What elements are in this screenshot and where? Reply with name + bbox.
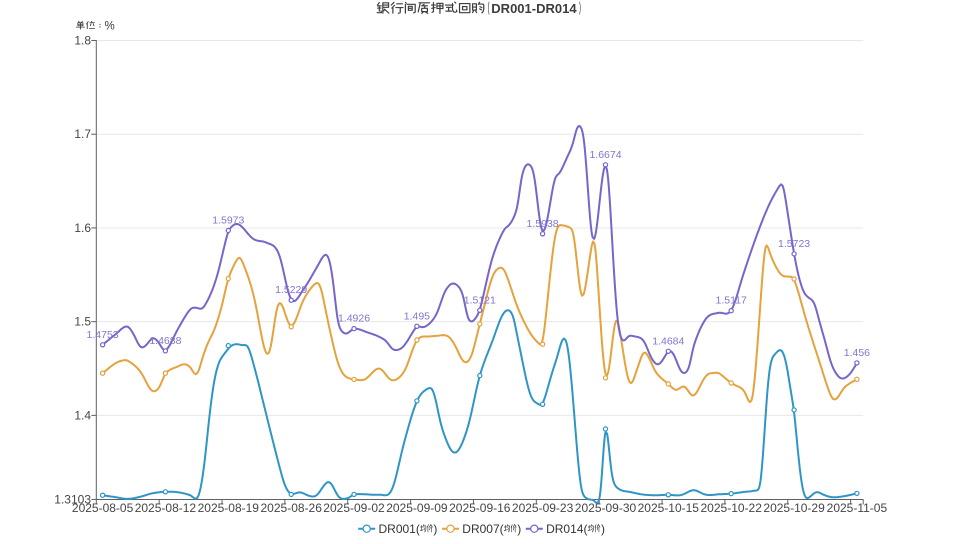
svg-text:2025-10-22: 2025-10-22	[701, 501, 763, 515]
svg-text:2025-08-05: 2025-08-05	[72, 501, 134, 515]
svg-text:1.5121: 1.5121	[464, 294, 496, 306]
svg-text:1.6674: 1.6674	[589, 149, 621, 161]
svg-text:2025-09-23: 2025-09-23	[512, 501, 574, 515]
svg-text:1.8: 1.8	[74, 34, 91, 48]
svg-text:1.5938: 1.5938	[527, 218, 559, 230]
svg-text:1.5229: 1.5229	[275, 284, 307, 296]
svg-text:1.3103: 1.3103	[54, 492, 91, 506]
svg-text:1.5: 1.5	[74, 315, 91, 329]
svg-text:2025-10-15: 2025-10-15	[638, 501, 700, 515]
svg-text:2025-08-12: 2025-08-12	[135, 501, 197, 515]
svg-text:DR001(: DR001(	[379, 522, 420, 536]
svg-text:1.4753: 1.4753	[87, 329, 119, 341]
svg-text:2025-09-30: 2025-09-30	[575, 501, 637, 515]
svg-text:1.4926: 1.4926	[338, 313, 370, 325]
svg-text:1.4: 1.4	[74, 408, 91, 422]
svg-text:2025-08-19: 2025-08-19	[198, 501, 260, 515]
svg-text:): )	[433, 522, 437, 536]
svg-text:1.456: 1.456	[844, 347, 870, 359]
svg-text:2025-09-16: 2025-09-16	[449, 501, 511, 515]
svg-text:1.7: 1.7	[74, 127, 91, 141]
svg-text:1.6: 1.6	[74, 221, 91, 235]
svg-text:1.5723: 1.5723	[778, 238, 810, 250]
svg-text:1.5117: 1.5117	[716, 295, 747, 307]
svg-text:2025-08-26: 2025-08-26	[261, 501, 323, 515]
svg-text:): )	[517, 522, 521, 536]
svg-text:DR001-DR014: DR001-DR014	[491, 1, 577, 16]
svg-text:): )	[601, 522, 605, 536]
svg-text:1.5973: 1.5973	[212, 215, 244, 227]
svg-text:2025-09-02: 2025-09-02	[323, 501, 385, 515]
svg-text:1.4684: 1.4684	[652, 335, 684, 347]
svg-text:DR007(: DR007(	[462, 522, 503, 536]
svg-text:1.4688: 1.4688	[149, 335, 181, 347]
svg-text:DR014(: DR014(	[546, 522, 587, 536]
svg-text:%: %	[105, 20, 115, 32]
svg-text:1.495: 1.495	[404, 310, 430, 322]
svg-text:2025-10-29: 2025-10-29	[763, 501, 825, 515]
svg-text:2025-11-05: 2025-11-05	[827, 501, 888, 515]
svg-text:2025-09-09: 2025-09-09	[386, 501, 448, 515]
